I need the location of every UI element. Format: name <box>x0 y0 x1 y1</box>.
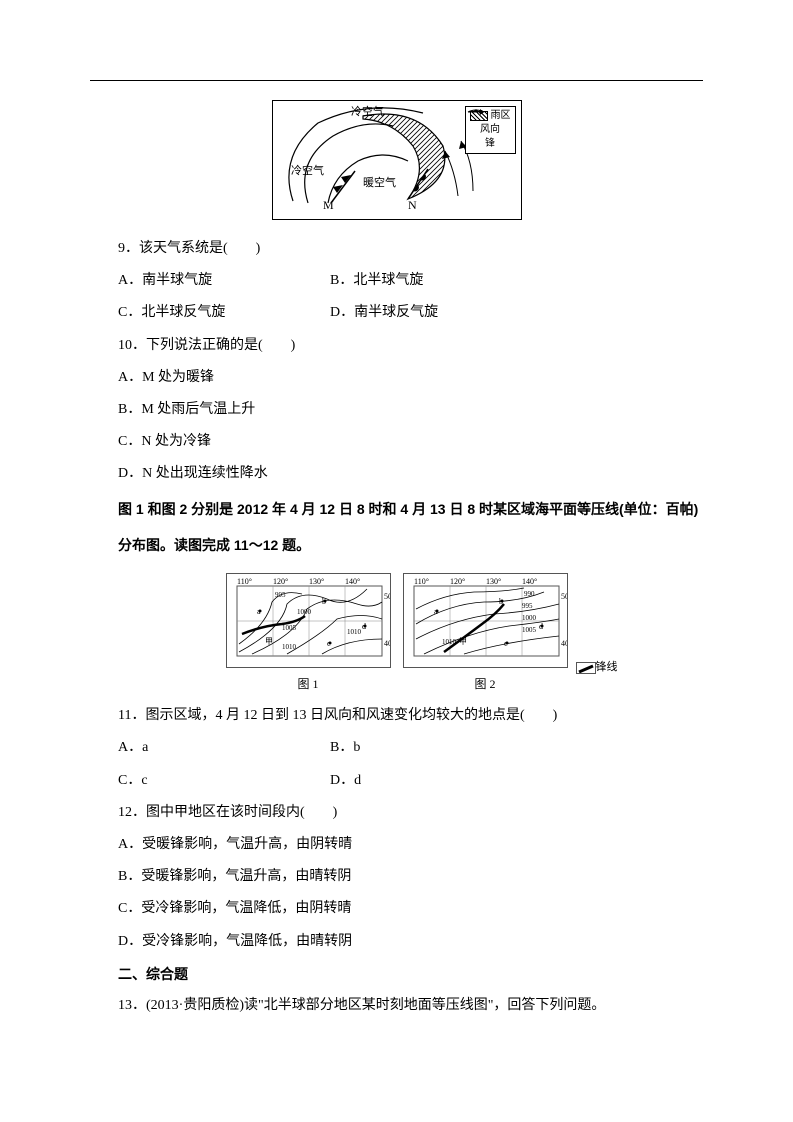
q10-stem: 10．下列说法正确的是( ) <box>90 330 703 362</box>
svg-text:990: 990 <box>524 590 535 598</box>
svg-text:110°: 110° <box>414 577 429 586</box>
svg-text:1000: 1000 <box>522 614 537 622</box>
q11-stem: 11．图示区域，4 月 12 日到 13 日风向和风速变化均较大的地点是( ) <box>90 700 703 732</box>
figure-1-box: 冷空气 冷空气 暖空气 M N 雨区 风向 锋 <box>272 100 522 220</box>
map-2-svg: 110° 120° 130° 140° 50° 40° 990 995 1000… <box>403 573 568 668</box>
svg-text:140°: 140° <box>345 577 360 586</box>
front-legend-text: 锋线 <box>596 661 618 673</box>
label-n: N <box>408 198 417 212</box>
q11-opt-c: C．c <box>90 765 330 797</box>
q9-stem: 9．该天气系统是( ) <box>90 233 703 265</box>
map-1: 110° 120° 130° 140° 50° 40° 995 1000 100… <box>226 573 391 692</box>
q10-opt-b: B．M 处雨后气温上升 <box>90 394 703 426</box>
svg-text:1000: 1000 <box>297 608 312 616</box>
label-warm: 暖空气 <box>363 175 396 189</box>
q11-opt-b: B．b <box>330 732 703 764</box>
figure-pressure-maps: 110° 120° 130° 140° 50° 40° 995 1000 100… <box>90 573 703 692</box>
svg-text:110°: 110° <box>237 577 252 586</box>
q9-opt-b: B．北半球气旋 <box>330 265 703 297</box>
svg-text:40°: 40° <box>384 639 391 648</box>
map-1-svg: 110° 120° 130° 140° 50° 40° 995 1000 100… <box>226 573 391 668</box>
svg-text:130°: 130° <box>486 577 501 586</box>
map-2-label: 图 2 <box>403 675 568 692</box>
front-legend: 锋线 <box>576 658 618 674</box>
legend-front: 锋 <box>485 138 495 149</box>
svg-text:50°: 50° <box>561 592 568 601</box>
q11-opt-a: A．a <box>90 732 330 764</box>
svg-text:140°: 140° <box>522 577 537 586</box>
svg-text:130°: 130° <box>309 577 324 586</box>
figure-1-legend: 雨区 风向 锋 <box>465 106 516 154</box>
svg-text:1005: 1005 <box>282 624 297 632</box>
svg-text:995: 995 <box>522 602 533 610</box>
q9-opt-a: A．南半球气旋 <box>90 265 330 297</box>
label-cold-top: 冷空气 <box>351 104 384 118</box>
q12-opt-b: B．受暖锋影响，气温升高，由晴转阴 <box>90 861 703 893</box>
q11-opt-d: D．d <box>330 765 703 797</box>
header-rule <box>90 80 703 81</box>
svg-text:40°: 40° <box>561 639 568 648</box>
map-1-label: 图 1 <box>226 675 391 692</box>
figure-weather-system: 冷空气 冷空气 暖空气 M N 雨区 风向 锋 <box>90 100 703 225</box>
legend-wind: 风向 <box>480 124 500 135</box>
q13-stem: 13．(2013·贵阳质检)读"北半球部分地区某时刻地面等压线图"，回答下列问题… <box>90 990 703 1022</box>
label-cold-left: 冷空气 <box>291 163 324 177</box>
svg-text:1010: 1010 <box>282 643 297 651</box>
svg-text:1010: 1010 <box>442 638 457 646</box>
svg-text:1010: 1010 <box>347 628 362 636</box>
map-2: 110° 120° 130° 140° 50° 40° 990 995 1000… <box>403 573 568 692</box>
q9-opt-d: D．南半球反气旋 <box>330 297 703 329</box>
intro-11-12: 图 1 和图 2 分别是 2012 年 4 月 12 日 8 时和 4 月 13… <box>90 491 703 564</box>
q12-stem: 12．图中甲地区在该时间段内( ) <box>90 797 703 829</box>
q10-opt-c: C．N 处为冷锋 <box>90 426 703 458</box>
q10-opt-a: A．M 处为暖锋 <box>90 362 703 394</box>
svg-text:50°: 50° <box>384 592 391 601</box>
svg-text:995: 995 <box>275 591 286 599</box>
q9-opt-c: C．北半球反气旋 <box>90 297 330 329</box>
svg-text:甲: 甲 <box>265 637 273 646</box>
q10-opt-d: D．N 处出现连续性降水 <box>90 458 703 490</box>
page-content: 冷空气 冷空气 暖空气 M N 雨区 风向 锋 9．该天气系统是( ) A．南半… <box>90 100 703 1022</box>
q12-opt-a: A．受暖锋影响，气温升高，由阴转晴 <box>90 829 703 861</box>
section-2-title: 二、综合题 <box>90 958 703 990</box>
legend-rain: 雨区 <box>491 110 511 121</box>
svg-text:甲: 甲 <box>459 637 467 646</box>
svg-text:120°: 120° <box>450 577 465 586</box>
svg-text:1005: 1005 <box>522 626 537 634</box>
q12-opt-d: D．受冷锋影响，气温降低，由晴转阴 <box>90 926 703 958</box>
svg-text:120°: 120° <box>273 577 288 586</box>
label-m: M <box>323 198 334 212</box>
q12-opt-c: C．受冷锋影响，气温降低，由阴转晴 <box>90 893 703 925</box>
